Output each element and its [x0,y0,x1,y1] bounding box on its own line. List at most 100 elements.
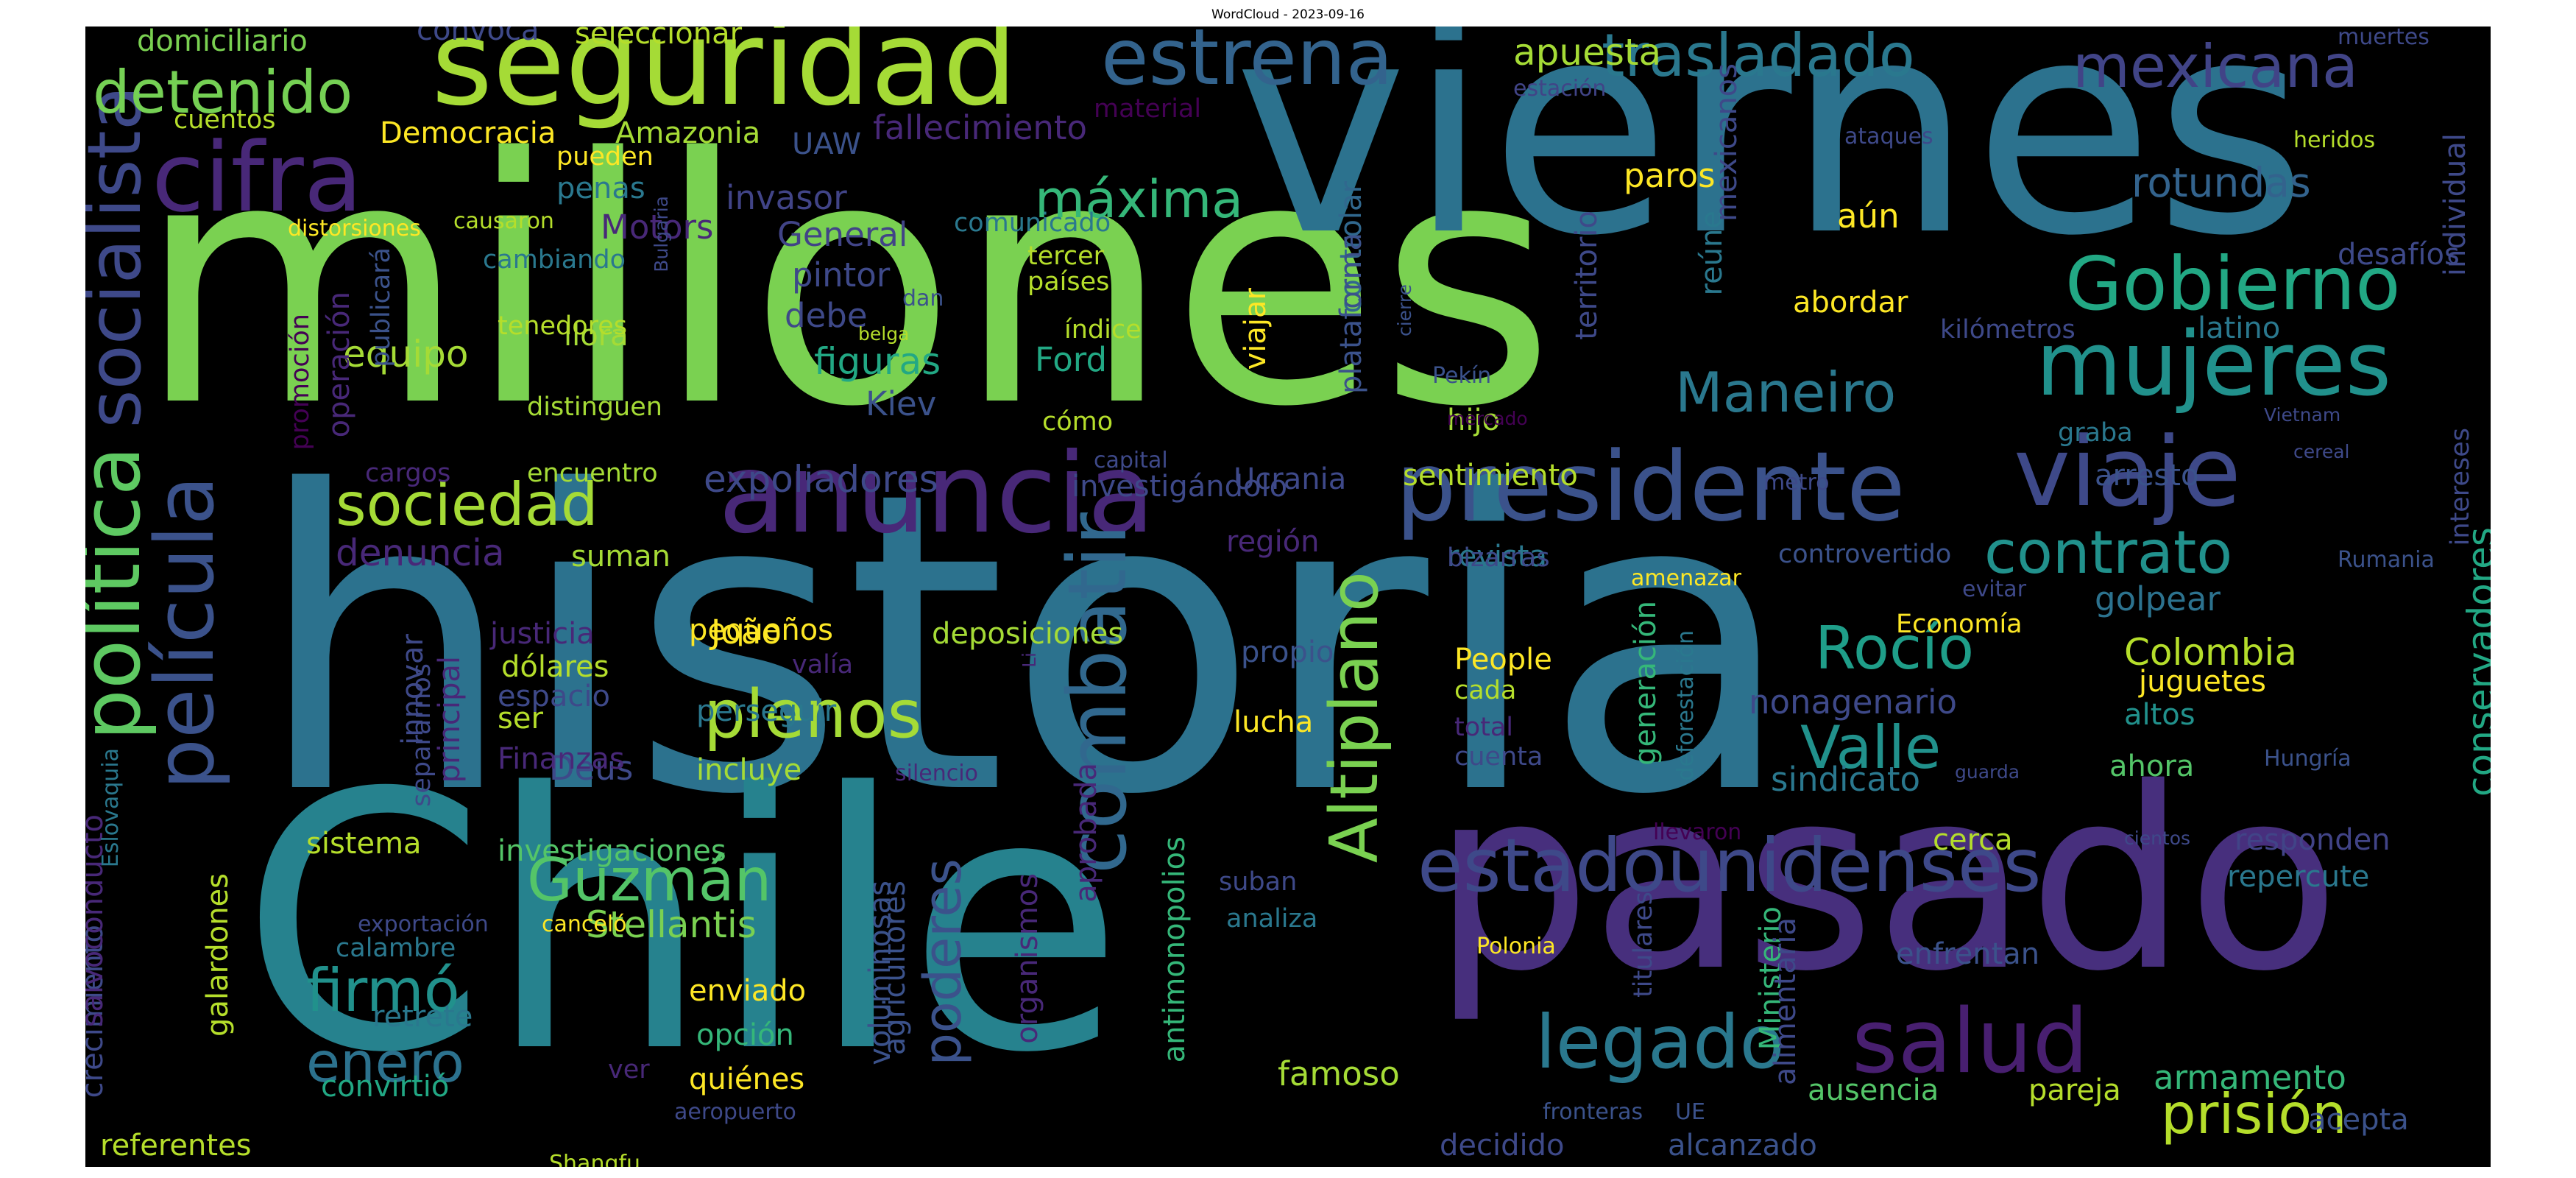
cloud-word: altos [2124,698,2195,732]
cloud-word: figuras [814,340,941,383]
cloud-word: viajar [1239,288,1273,370]
cloud-word: Shangfu [549,1151,641,1168]
cloud-word: máxima [1035,169,1244,230]
cloud-word: UE [1675,1099,1705,1125]
cloud-word: heridos [2293,127,2376,153]
cloud-word: comunicado [954,208,1111,238]
cloud-word: Altiplano [1316,571,1393,864]
cloud-word: intereses [2446,428,2475,546]
cloud-word: reúne [1695,211,1729,296]
cloud-word: Pekín [1432,363,1492,389]
cloud-word: referentes [100,1129,252,1163]
cloud-word: João [711,613,782,652]
cloud-word: plataforma [1334,233,1368,394]
cloud-word: lucha [1234,705,1314,739]
cloud-word: material [1094,94,1202,124]
cloud-word: cientos [2124,828,2191,849]
cloud-word: Kiev [866,384,937,423]
cloud-word: paros [1624,156,1716,195]
cloud-word: película [138,476,232,790]
cloud-word: pequeños [689,613,834,647]
cloud-word: Economía [1896,610,2023,639]
cloud-word: repercute [2227,860,2370,894]
cloud-word: cuenta [1454,742,1543,772]
cloud-word: metro [1763,470,1830,495]
cloud-word: decidido [1440,1129,1565,1163]
figure-title: WordCloud - 2023-09-16 [1211,7,1365,22]
cloud-word: Stellantis [586,903,757,946]
cloud-word: anuncia [718,430,1156,558]
cloud-word: fallecimiento [873,108,1088,147]
cloud-word: canceló [542,911,627,937]
cloud-word: debe [785,296,868,335]
cloud-word: revista [1447,540,1547,574]
cloud-word: suban [1219,867,1298,897]
cloud-word: quiénes [689,1062,805,1096]
cloud-word: pareja [2028,1073,2121,1107]
cloud-word: promoción [286,314,315,451]
cloud-word: Finanzas [498,742,625,776]
cloud-word: cerca [1933,823,2013,857]
cloud-word: estación [1513,76,1607,102]
cloud-word: conservadores [2460,527,2491,797]
cloud-word: cuentos [174,105,276,135]
cloud-word: exportación [358,911,489,937]
cloud-word: tercer [1027,241,1105,271]
cloud-word: poderes [913,858,973,1066]
cloud-word: Gobierno [2065,241,2401,327]
cloud-word: distinguen [527,392,662,422]
cloud-word: aeropuerto [674,1099,796,1125]
cloud-word: Ford [1035,340,1108,379]
cloud-word: valía [792,650,854,680]
cloud-word: sentimiento [1403,459,1578,493]
cloud-word: total [1454,713,1514,742]
cloud-word: penas [556,172,645,205]
cloud-word: cargos [365,459,451,488]
cloud-word: detenido [93,58,353,127]
cloud-word: capital [1094,448,1168,473]
cloud-word: cambiando [483,245,626,275]
cloud-word: investigándolo [1072,470,1288,504]
cloud-word: estadounidenses [1418,822,2042,909]
cloud-word: golpear [2095,579,2221,618]
cloud-word: Colombia [2124,631,2297,674]
cloud-word: sociedad [336,470,598,539]
cloud-word: trasladado [1602,27,1915,90]
cloud-word: pueden [556,142,654,172]
cloud-word: llora [564,319,629,353]
cloud-word: Guzmán [527,846,772,914]
cloud-word: abordar [1793,286,1908,320]
cloud-word: Deus [549,749,634,788]
cloud-word: Bulgaria [651,196,672,272]
cloud-word: mercado [1447,408,1528,429]
cloud-word: dólares [501,650,609,684]
cloud-word: rotundas [2131,159,2311,206]
cloud-word: justicia [490,617,595,651]
cloud-word: incluye [696,753,802,787]
cloud-word: famoso [1278,1054,1400,1093]
cloud-word: legado [1535,999,1785,1085]
cloud-word: contrato [1984,518,2233,587]
cloud-word: evitar [1962,576,2027,602]
cloud-word: encuentro [527,459,658,488]
cloud-word: Rumania [2338,547,2435,573]
cloud-word: territorio [1570,211,1604,340]
cloud-word: Amazonia [615,116,761,150]
cloud-word: prisión [2161,1082,2347,1146]
cloud-word: dan [902,286,944,311]
cloud-word: índice [1064,315,1142,345]
cloud-word: ausencia [1808,1073,1939,1107]
cloud-word: mexicana [2073,32,2359,101]
cloud-word: denuncia [336,532,505,574]
cloud-word: domiciliario [137,27,308,58]
cloud-word: agricultores [878,881,912,1056]
cloud-word: invasor [726,178,847,217]
cloud-word: aprobada [1069,763,1103,903]
cloud-word: presidente [1395,431,1906,543]
cloud-word: distorsiones [288,216,421,241]
cloud-word: principal [433,656,467,783]
cloud-word: calambre [336,934,456,963]
cloud-word: ahora [2109,750,2195,783]
cloud-word: silencio [895,761,978,786]
cloud-word: armamento [2154,1058,2346,1097]
